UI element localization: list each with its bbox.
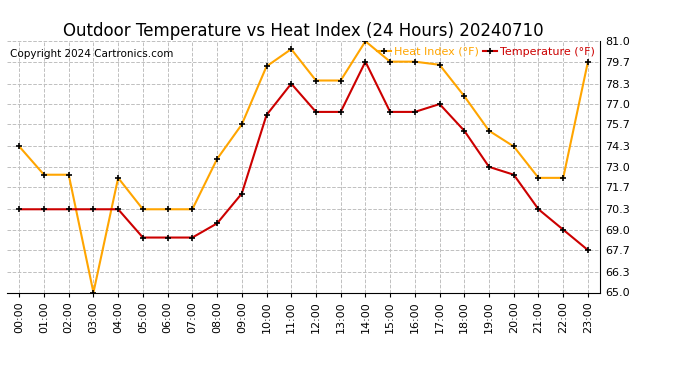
Legend: Heat Index (°F), Temperature (°F): Heat Index (°F), Temperature (°F) [377, 47, 595, 57]
Text: Copyright 2024 Cartronics.com: Copyright 2024 Cartronics.com [10, 49, 173, 59]
Title: Outdoor Temperature vs Heat Index (24 Hours) 20240710: Outdoor Temperature vs Heat Index (24 Ho… [63, 22, 544, 40]
